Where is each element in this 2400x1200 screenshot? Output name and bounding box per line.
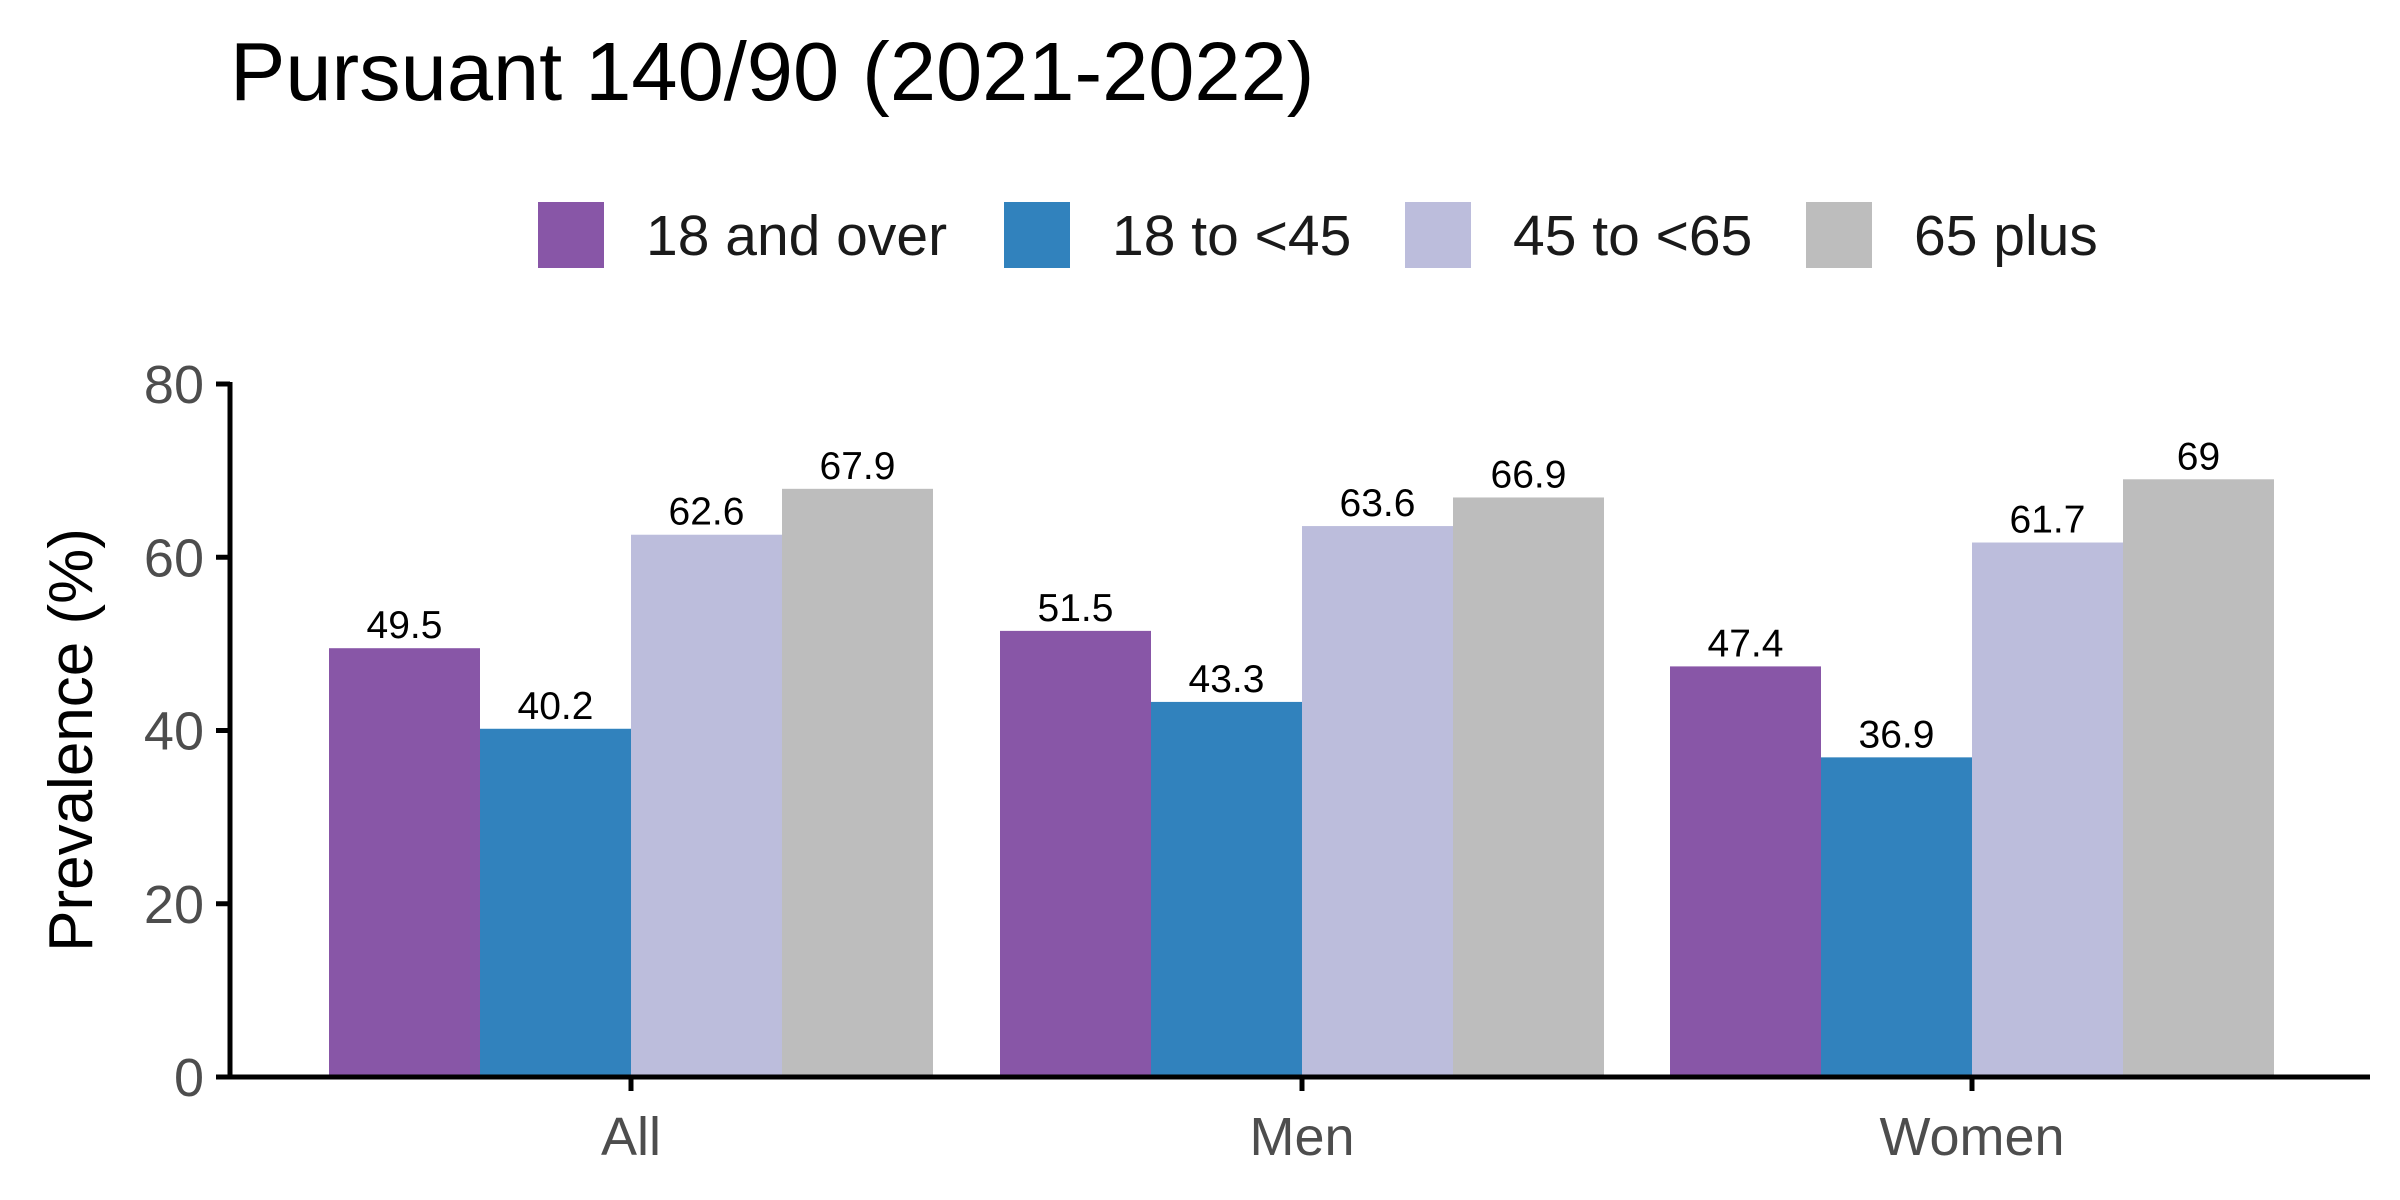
legend-swatch-18-and-over xyxy=(538,202,604,268)
legend-label-65-plus: 65 plus xyxy=(1914,204,2098,268)
y-tick-label-80: 80 xyxy=(144,355,204,415)
data-labels: 49.5 40.2 62.6 67.9 51.5 43.3 63.6 66.9 47.4 36.9… xyxy=(367,435,2221,756)
legend-label-45-to-65: 45 to <65 xyxy=(1513,204,1752,268)
data-label-all-18-to-45: 40.2 xyxy=(518,685,594,728)
bar-women-65-plus xyxy=(2123,479,2274,1078)
data-label-women-65-plus: 69 xyxy=(2177,435,2220,478)
bar-all-18-to-45 xyxy=(480,728,631,1077)
data-label-men-18-and-over: 51.5 xyxy=(1038,587,1114,630)
legend-label-18-and-over: 18 and over xyxy=(646,204,947,268)
legend-label-18-to-45: 18 to <45 xyxy=(1112,204,1351,268)
x-tick-label-all: All xyxy=(601,1107,661,1167)
bars xyxy=(329,479,2274,1078)
data-label-women-18-to-45: 36.9 xyxy=(1859,713,1935,756)
y-tick-label-40: 40 xyxy=(144,702,204,762)
data-label-men-65-plus: 66.9 xyxy=(1491,453,1567,496)
bar-all-45-to-65 xyxy=(631,534,782,1077)
chart-title: Pursuant 140/90 (2021-2022) xyxy=(230,25,1314,118)
bar-men-45-to-65 xyxy=(1302,526,1453,1077)
y-tick-label-0: 0 xyxy=(174,1048,204,1108)
x-axis: All Men Women xyxy=(228,1074,2370,1167)
y-tick-label-20: 20 xyxy=(144,875,204,935)
legend-swatch-45-to-65 xyxy=(1405,202,1471,268)
data-label-men-45-to-65: 63.6 xyxy=(1340,482,1416,525)
bar-women-18-and-over xyxy=(1670,666,1821,1077)
data-label-men-18-to-45: 43.3 xyxy=(1189,658,1265,701)
y-axis: 0 20 40 60 80 xyxy=(144,355,233,1108)
bar-all-18-and-over xyxy=(329,648,480,1077)
y-axis-title: Prevalence (%) xyxy=(37,528,106,952)
bar-women-45-to-65 xyxy=(1972,542,2123,1077)
data-label-all-18-and-over: 49.5 xyxy=(367,604,443,647)
y-tick-label-60: 60 xyxy=(144,528,204,588)
bar-all-65-plus xyxy=(782,488,933,1077)
legend: 18 and over 18 to <45 45 to <65 65 plus xyxy=(538,202,2098,268)
legend-swatch-65-plus xyxy=(1806,202,1872,268)
x-tick-label-men: Men xyxy=(1249,1107,1354,1167)
bar-men-65-plus xyxy=(1453,497,1604,1077)
data-label-women-45-to-65: 61.7 xyxy=(2010,499,2086,542)
bar-men-18-and-over xyxy=(1000,630,1151,1077)
legend-swatch-18-to-45 xyxy=(1004,202,1070,268)
bar-women-18-to-45 xyxy=(1821,757,1972,1077)
data-label-women-18-and-over: 47.4 xyxy=(1708,622,1784,665)
data-label-all-45-to-65: 62.6 xyxy=(669,491,745,534)
x-tick-label-women: Women xyxy=(1879,1107,2064,1167)
data-label-all-65-plus: 67.9 xyxy=(820,445,896,488)
bar-men-18-to-45 xyxy=(1151,701,1302,1077)
